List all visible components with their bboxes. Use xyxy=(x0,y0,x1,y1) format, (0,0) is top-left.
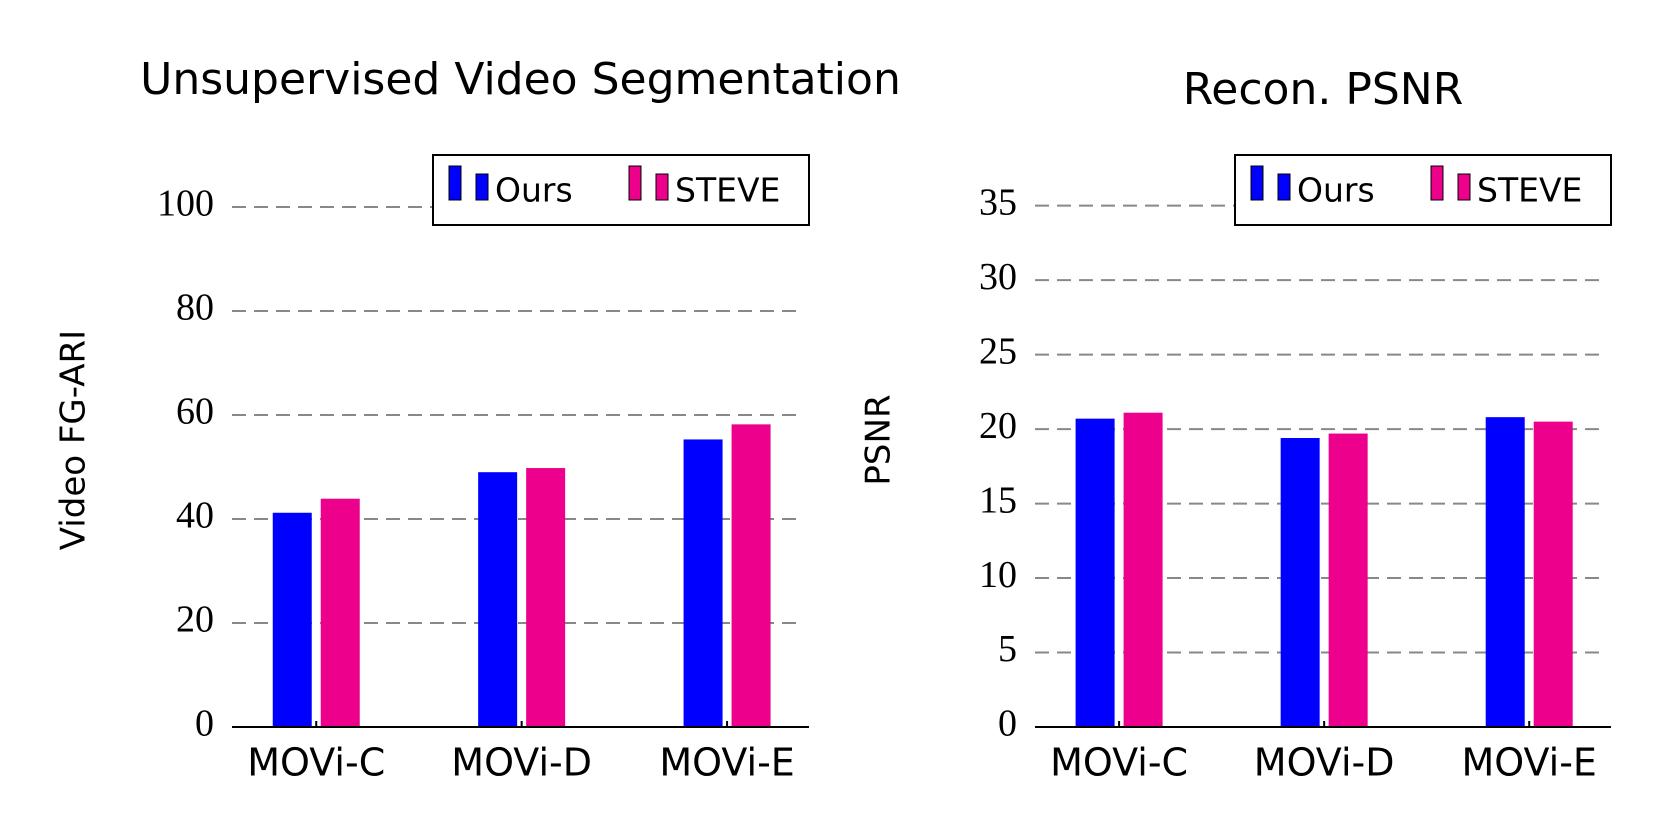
y-axis-label: PSNR xyxy=(859,394,899,485)
y-axis-label: Video FG-ARI xyxy=(54,330,94,550)
y-tick-label: 100 xyxy=(157,183,214,225)
x-tick-label: MOVi-E xyxy=(1461,741,1596,785)
y-tick-label: 0 xyxy=(998,703,1017,745)
y-tick-label: 20 xyxy=(979,405,1017,447)
legend-swatch xyxy=(655,173,669,201)
chart-title: Unsupervised Video Segmentation xyxy=(140,54,901,105)
x-tick-label: MOVi-E xyxy=(659,741,794,785)
legend-swatch xyxy=(1277,173,1291,201)
bar xyxy=(731,424,771,727)
legend-label: STEVE xyxy=(675,171,780,210)
bar xyxy=(478,472,518,727)
bar xyxy=(526,468,566,727)
chart-title: Recon. PSNR xyxy=(1183,64,1464,115)
y-tick-label: 80 xyxy=(176,287,214,329)
legend-swatch xyxy=(1457,173,1471,201)
legend-swatch xyxy=(1430,165,1444,201)
x-tick-label: MOVi-D xyxy=(1254,741,1395,785)
bar xyxy=(320,498,360,727)
legend-box xyxy=(1234,154,1612,226)
x-tick-label: MOVi-D xyxy=(451,741,592,785)
legend-swatch xyxy=(475,173,489,201)
legend-label: STEVE xyxy=(1477,171,1582,210)
y-tick-label: 40 xyxy=(176,495,214,537)
legend-label: Ours xyxy=(495,171,573,210)
legend-label: Ours xyxy=(1297,171,1375,210)
legend-swatch xyxy=(628,165,642,201)
legend-swatch xyxy=(1250,165,1264,201)
x-tick-label: MOVi-C xyxy=(247,741,385,785)
bar xyxy=(1075,418,1115,727)
bar xyxy=(1328,433,1368,727)
y-tick-label: 0 xyxy=(195,703,214,745)
x-tick-label: MOVi-C xyxy=(1050,741,1188,785)
bar xyxy=(1280,438,1320,727)
legend-box xyxy=(432,154,810,226)
bar xyxy=(1485,417,1525,727)
y-tick-label: 35 xyxy=(979,181,1017,223)
bar xyxy=(683,439,723,727)
y-tick-label: 5 xyxy=(998,628,1017,670)
y-tick-label: 15 xyxy=(979,479,1017,521)
legend-swatch xyxy=(448,165,462,201)
y-tick-label: 25 xyxy=(979,330,1017,372)
bar xyxy=(1533,421,1573,727)
y-tick-label: 60 xyxy=(176,391,214,433)
bar xyxy=(272,512,312,727)
y-tick-label: 20 xyxy=(176,599,214,641)
y-tick-label: 10 xyxy=(979,554,1017,596)
bar xyxy=(1123,412,1163,727)
y-tick-label: 30 xyxy=(979,256,1017,298)
